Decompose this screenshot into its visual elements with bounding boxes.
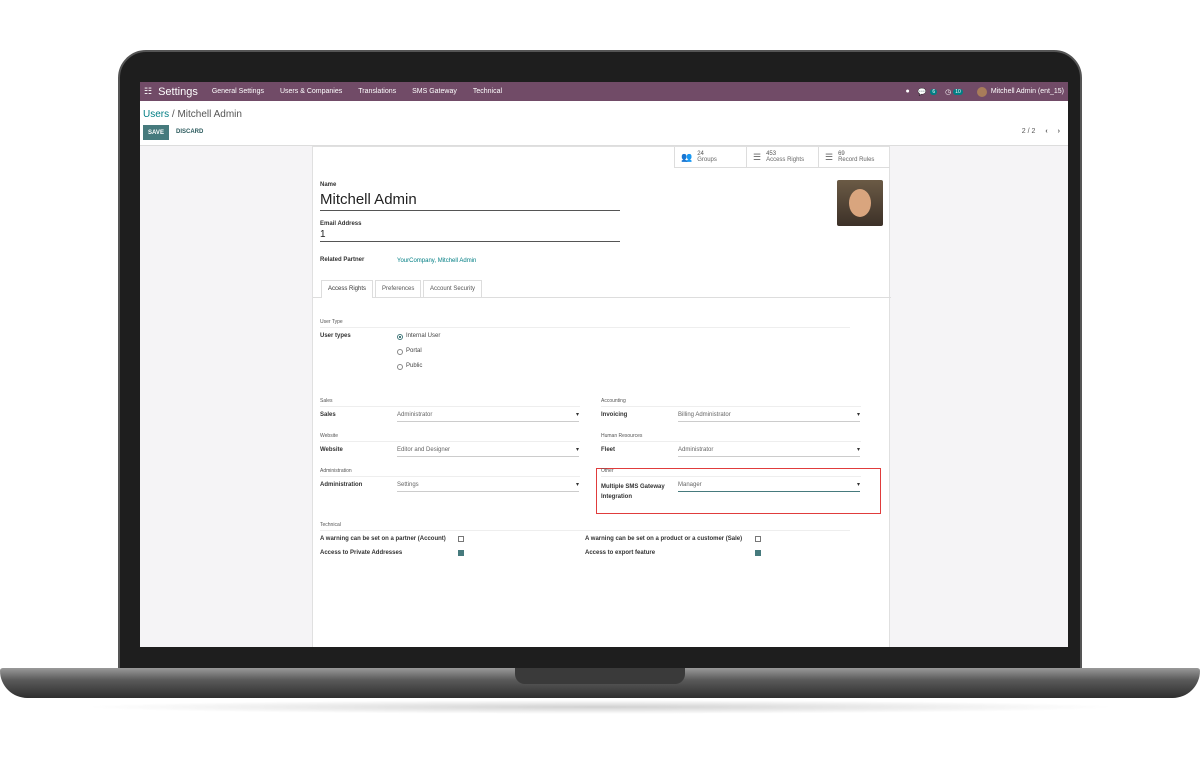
menu-translations[interactable]: Translations	[358, 88, 397, 95]
next-icon[interactable]: ›	[1057, 128, 1060, 135]
access-rights-label: Access Rights	[766, 157, 805, 163]
bug-icon[interactable]: ●	[905, 88, 910, 95]
sales-select[interactable]: Administrator	[397, 411, 579, 422]
user-type-section: User Type	[320, 319, 850, 328]
tabs-divider	[313, 297, 891, 298]
radio-portal[interactable]	[397, 349, 403, 355]
apps-menu-icon[interactable]: ☷	[144, 86, 153, 96]
website-select[interactable]: Editor and Designer	[397, 446, 579, 457]
radio-label: Portal	[406, 348, 422, 354]
groups-count: 24	[697, 151, 704, 157]
export-feature-checkbox[interactable]	[755, 550, 761, 556]
record-rules-button[interactable]: ☰ 69 Record Rules	[818, 147, 890, 168]
tab-access-rights[interactable]: Access Rights	[321, 280, 374, 298]
radio-internal-user[interactable]	[397, 334, 403, 340]
website-section: Website	[320, 433, 580, 442]
groups-label: Groups	[697, 157, 717, 163]
administration-section: Administration	[320, 468, 580, 477]
invoicing-label: Invoicing	[601, 412, 628, 418]
radio-label: Public	[406, 363, 423, 369]
previous-icon[interactable]: ‹	[1045, 128, 1048, 135]
user-types-label: User types	[320, 333, 351, 339]
invoicing-select[interactable]: Billing Administrator	[678, 411, 860, 422]
user-photo[interactable]	[837, 180, 883, 226]
laptop-shadow	[80, 700, 1120, 714]
users-icon: 👥	[681, 151, 693, 162]
list-icon: ☰	[753, 151, 762, 162]
breadcrumb-users[interactable]: Users	[143, 109, 170, 120]
technical-label: A warning can be set on a partner (Accou…	[320, 536, 446, 542]
website-label: Website	[320, 447, 343, 453]
name-input[interactable]: Mitchell Admin	[320, 191, 620, 211]
tab-account-security[interactable]: Account Security	[423, 280, 483, 297]
user-avatar[interactable]	[976, 86, 987, 97]
chat-count: 6	[930, 88, 938, 95]
technical-label: A warning can be set on a product or a c…	[585, 536, 743, 542]
breadcrumb-current: Mitchell Admin	[177, 109, 242, 120]
other-section: Other	[601, 468, 861, 477]
highlight-box	[596, 468, 881, 514]
screen: ☷ Settings General Settings Users & Comp…	[140, 82, 1068, 647]
menu-users-companies[interactable]: Users & Companies	[279, 88, 343, 95]
human-resources-section: Human Resources	[601, 433, 861, 442]
navbar: ☷ Settings General Settings Users & Comp…	[140, 82, 1068, 101]
activity-icon[interactable]: ◷	[945, 88, 952, 96]
record-rules-label: Record Rules	[838, 157, 875, 163]
app-title[interactable]: Settings	[158, 85, 198, 98]
technical-section: Technical	[320, 522, 850, 531]
laptop-notch	[515, 668, 685, 684]
email-label: Email Address	[320, 221, 362, 227]
save-button[interactable]: SAVE	[143, 125, 169, 140]
groups-button[interactable]: 👥 24 Groups	[674, 147, 746, 168]
administration-label: Administration	[320, 482, 363, 488]
discard-button[interactable]: DISCARD	[176, 129, 204, 135]
accounting-section: Accounting	[601, 398, 861, 407]
form-sheet: 👥 24 Groups ☰ 453 Access Rights ☰ 69 Record Ru…	[312, 146, 891, 647]
fleet-select[interactable]: Administrator	[678, 446, 860, 457]
administration-select[interactable]: Settings	[397, 481, 579, 492]
related-partner-link[interactable]: YourCompany, Mitchell Admin	[397, 258, 477, 264]
access-rights-button[interactable]: ☰ 453 Access Rights	[746, 147, 818, 168]
control-panel: Users / Mitchell Admin SAVE DISCARD 2 / …	[140, 101, 1068, 146]
user-menu[interactable]: Mitchell Admin (ent_15)	[990, 88, 1064, 95]
breadcrumb: Users / Mitchell Admin	[143, 109, 242, 120]
email-input[interactable]: 1	[320, 229, 620, 242]
access-rights-count: 453	[766, 151, 777, 157]
menu-sms-gateway[interactable]: SMS Gateway	[412, 88, 457, 95]
radio-public[interactable]	[397, 364, 403, 370]
menu-general-settings[interactable]: General Settings	[211, 88, 264, 95]
radio-label: Internal User	[406, 333, 441, 339]
activity-count: 10	[953, 88, 963, 95]
sales-section: Sales	[320, 398, 580, 407]
tab-preferences[interactable]: Preferences	[375, 280, 422, 297]
chat-icon[interactable]: 💬	[917, 88, 927, 96]
technical-label: Access to Private Addresses	[320, 550, 403, 556]
name-label: Name	[320, 182, 337, 188]
list-icon: ☰	[825, 151, 834, 162]
sms-gateway-label: Multiple SMS Gateway Integration	[601, 484, 665, 500]
warning-partner-checkbox[interactable]	[458, 536, 464, 542]
related-partner-label: Related Partner	[320, 257, 365, 263]
pager-value: 2 / 2	[1021, 128, 1036, 135]
record-rules-count: 69	[838, 151, 845, 157]
fleet-label: Fleet	[601, 447, 616, 453]
warning-product-checkbox[interactable]	[755, 536, 761, 542]
technical-label: Access to export feature	[585, 550, 656, 556]
pager: 2 / 2 ‹ ›	[1022, 128, 1060, 135]
sales-label: Sales	[320, 412, 336, 418]
private-addresses-checkbox[interactable]	[458, 550, 464, 556]
menu-technical[interactable]: Technical	[472, 88, 503, 95]
sms-gateway-select[interactable]: Manager	[678, 481, 860, 492]
